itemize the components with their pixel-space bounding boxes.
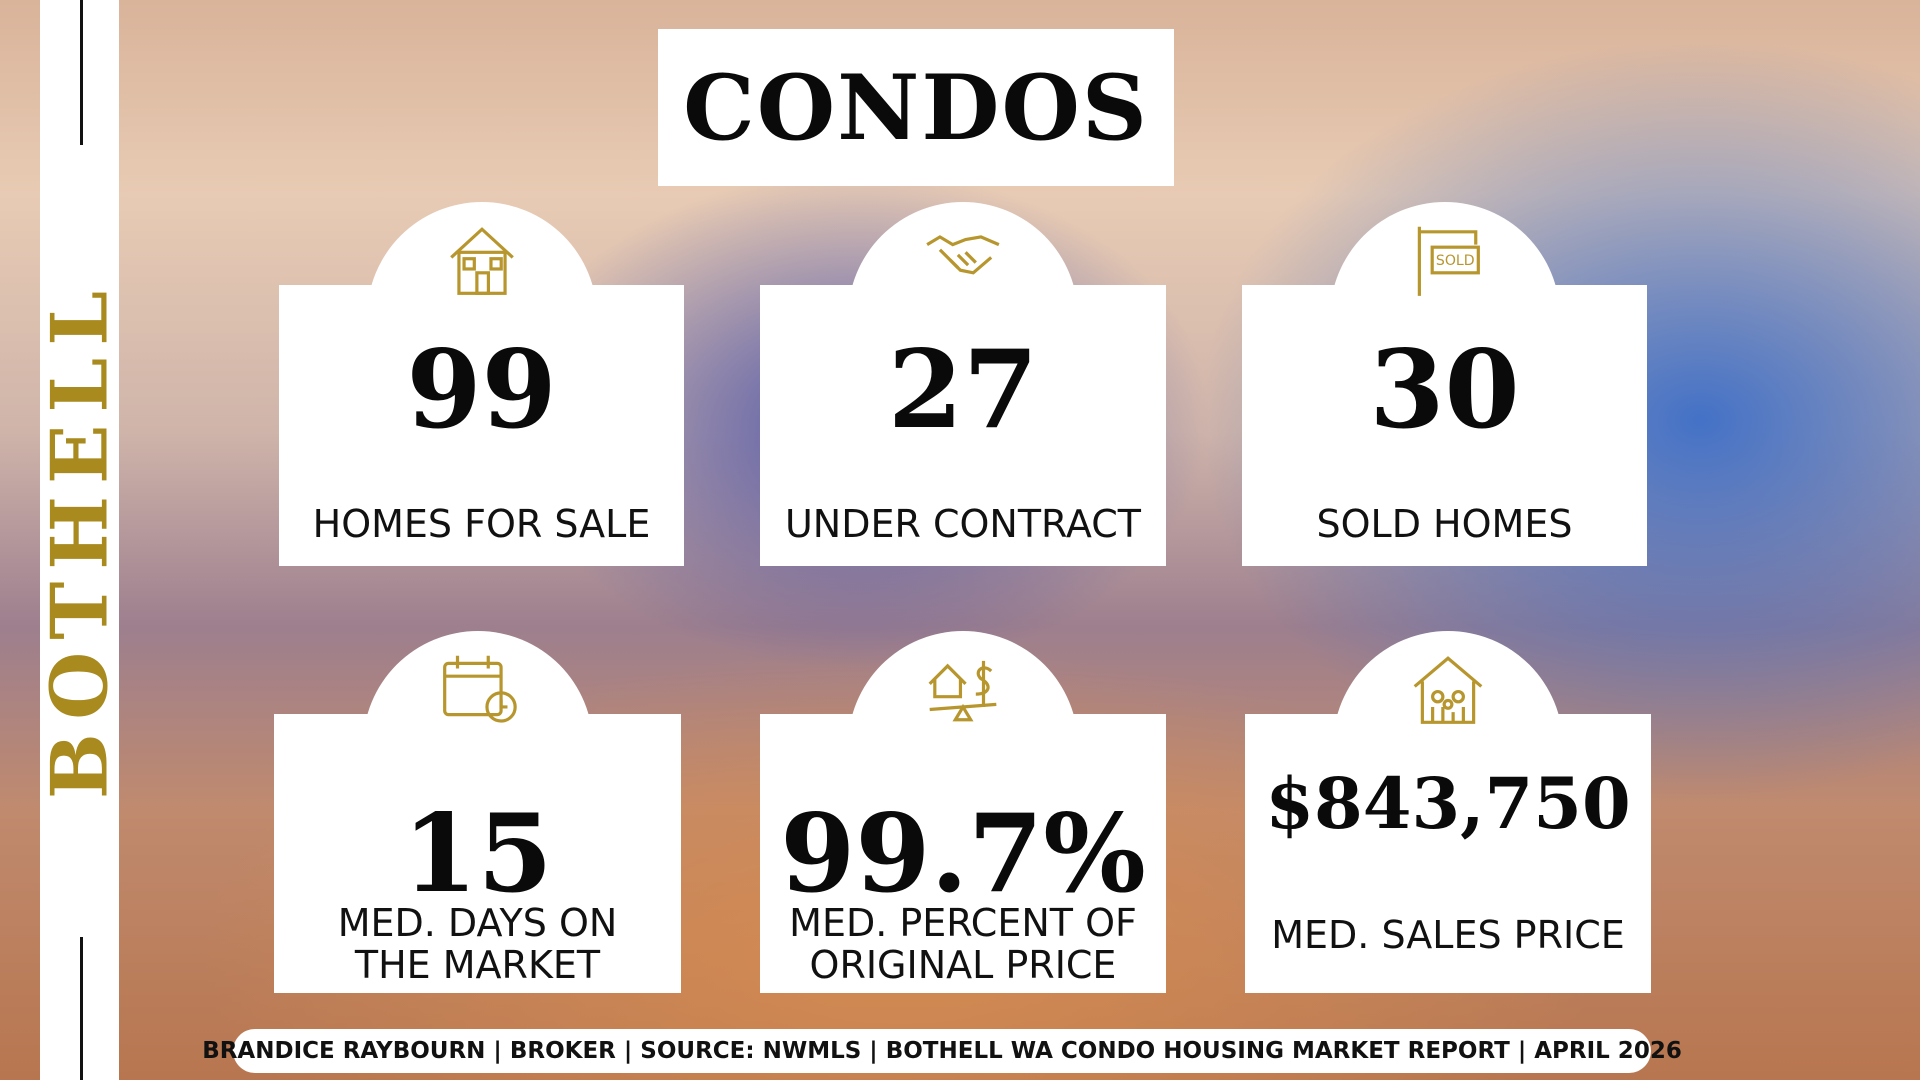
stat-card: 99 HOMES FOR SALE xyxy=(279,285,684,566)
divider-line xyxy=(80,0,83,145)
stat-card: 27 UNDER CONTRACT xyxy=(760,285,1166,566)
card-icon xyxy=(926,235,1000,275)
stat-value: $843,750 xyxy=(1265,762,1631,845)
stat-value: 15 xyxy=(402,791,553,917)
stat-card: $843,750 MED. SALES PRICE xyxy=(1245,714,1651,993)
stat-value: 99 xyxy=(406,327,557,453)
stat-value: 99.7% xyxy=(780,791,1146,917)
side-strip xyxy=(40,0,119,1080)
side-label: BOTHELL xyxy=(34,278,126,800)
title: CONDOS xyxy=(683,54,1149,161)
stat-value: 27 xyxy=(887,327,1039,453)
card-icon xyxy=(449,227,514,295)
card-icon xyxy=(928,660,997,722)
card-icon xyxy=(442,655,517,723)
stat-label: MED. SALES PRICE xyxy=(1271,913,1625,957)
stat-label: SOLD HOMES xyxy=(1316,502,1573,546)
stat-label: ORIGINAL PRICE xyxy=(809,943,1117,987)
title-box: CONDOS xyxy=(658,29,1174,186)
stat-label: HOMES FOR SALE xyxy=(312,502,651,546)
stat-label: MED. DAYS ON xyxy=(337,901,618,945)
footer: BRANDICE RAYBOURN | BROKER | SOURCE: NWM… xyxy=(202,1029,1682,1073)
stat-value: 30 xyxy=(1369,327,1520,453)
card-icon: SOLD xyxy=(1417,226,1480,296)
stat-label: THE MARKET xyxy=(354,943,601,987)
stat-label: UNDER CONTRACT xyxy=(784,502,1141,546)
stat-label: MED. PERCENT OF xyxy=(789,901,1137,945)
stat-card: 99.7% MED. PERCENT OF ORIGINAL PRICE xyxy=(760,714,1166,993)
svg-text:SOLD: SOLD xyxy=(1435,253,1474,269)
stat-card: 15 MED. DAYS ON THE MARKET xyxy=(274,714,681,993)
stat-card: 30 SOLD HOMES xyxy=(1242,285,1647,566)
card-icon xyxy=(1413,656,1483,724)
divider-line xyxy=(80,937,83,1080)
